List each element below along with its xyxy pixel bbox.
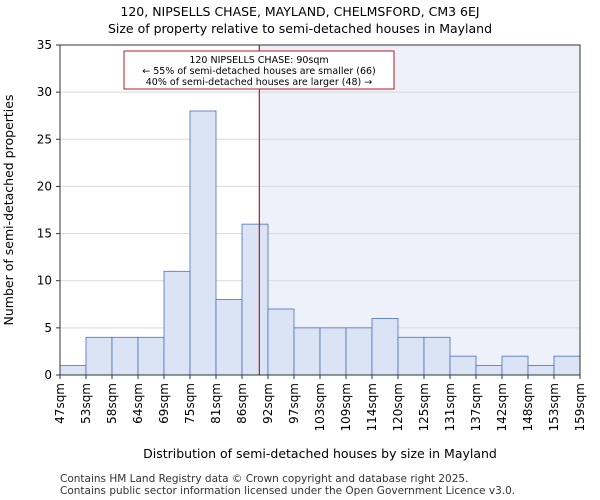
x-tick-label: 81sqm (209, 383, 223, 424)
chart-title-address: 120, NIPSELLS CHASE, MAYLAND, CHELMSFORD… (120, 4, 480, 19)
y-axis-label: Number of semi-detached properties (1, 95, 16, 326)
x-axis-label: Distribution of semi-detached houses by … (143, 446, 497, 461)
x-tick-label: 109sqm (339, 383, 353, 431)
histogram-chart: 120 NIPSELLS CHASE: 90sqm ← 55% of semi-… (1, 38, 587, 461)
x-tick-label: 86sqm (235, 383, 249, 424)
x-tick-label: 142sqm (495, 383, 509, 431)
y-tick-label: 35 (37, 38, 52, 52)
bar-97sqm (293, 327, 321, 376)
bar-92sqm (267, 308, 295, 376)
footer-licence: Contains public sector information licen… (60, 485, 516, 497)
x-tick-label: 47sqm (53, 383, 67, 424)
bar-131sqm (449, 355, 477, 376)
bar-47sqm (59, 365, 87, 376)
x-tick-label: 148sqm (521, 383, 535, 431)
x-tick-label: 137sqm (469, 383, 483, 431)
annotation-box (123, 50, 395, 90)
x-tick-label: 153sqm (547, 383, 561, 431)
y-tick-label: 20 (37, 179, 52, 193)
y-tick-label: 10 (37, 274, 52, 288)
annotation-line-3: 40% of semi-detached houses are larger (… (146, 77, 373, 88)
bar-120sqm (397, 336, 425, 376)
y-tick-label: 15 (37, 227, 52, 241)
plot-frame (59, 44, 581, 376)
bar-103sqm (319, 327, 347, 376)
annotation-line-1: 120 NIPSELLS CHASE: 90sqm (189, 55, 328, 66)
x-tick-label: 120sqm (391, 383, 405, 431)
y-tick-label: 5 (44, 321, 52, 335)
x-tick-label: 125sqm (417, 383, 431, 431)
chart-subtitle: Size of property relative to semi-detach… (107, 21, 493, 36)
bar-86sqm (241, 223, 269, 376)
y-tick-label: 0 (44, 368, 52, 382)
y-tick-label: 25 (37, 132, 52, 146)
bar-81sqm (215, 299, 243, 376)
bar-125sqm (423, 336, 451, 376)
bar-148sqm (527, 365, 555, 376)
x-tick-label: 75sqm (183, 383, 197, 424)
bar-64sqm (137, 336, 165, 376)
bar-153sqm (553, 355, 581, 376)
y-tick-label: 30 (37, 85, 52, 99)
x-tick-label: 159sqm (573, 383, 587, 431)
bar-75sqm (189, 110, 217, 376)
bar-69sqm (163, 270, 191, 376)
x-tick-label: 114sqm (365, 383, 379, 431)
x-tick-label: 69sqm (157, 383, 171, 424)
x-tick-label: 103sqm (313, 383, 327, 431)
x-tick-label: 97sqm (287, 383, 301, 424)
bar-53sqm (85, 336, 113, 376)
x-tick-label: 131sqm (443, 383, 457, 431)
annotation-line-2: ← 55% of semi-detached houses are smalle… (142, 66, 376, 77)
bar-114sqm (371, 318, 399, 376)
x-tick-label: 53sqm (79, 383, 93, 424)
x-tick-label: 58sqm (105, 383, 119, 424)
bar-58sqm (111, 336, 139, 376)
x-tick-label: 92sqm (261, 383, 275, 424)
x-tick-label: 64sqm (131, 383, 145, 424)
footer-copyright: Contains HM Land Registry data © Crown c… (60, 473, 469, 485)
bar-142sqm (501, 355, 529, 376)
bar-109sqm (345, 327, 373, 376)
bar-137sqm (475, 365, 503, 376)
larger-region-highlight (259, 45, 580, 375)
